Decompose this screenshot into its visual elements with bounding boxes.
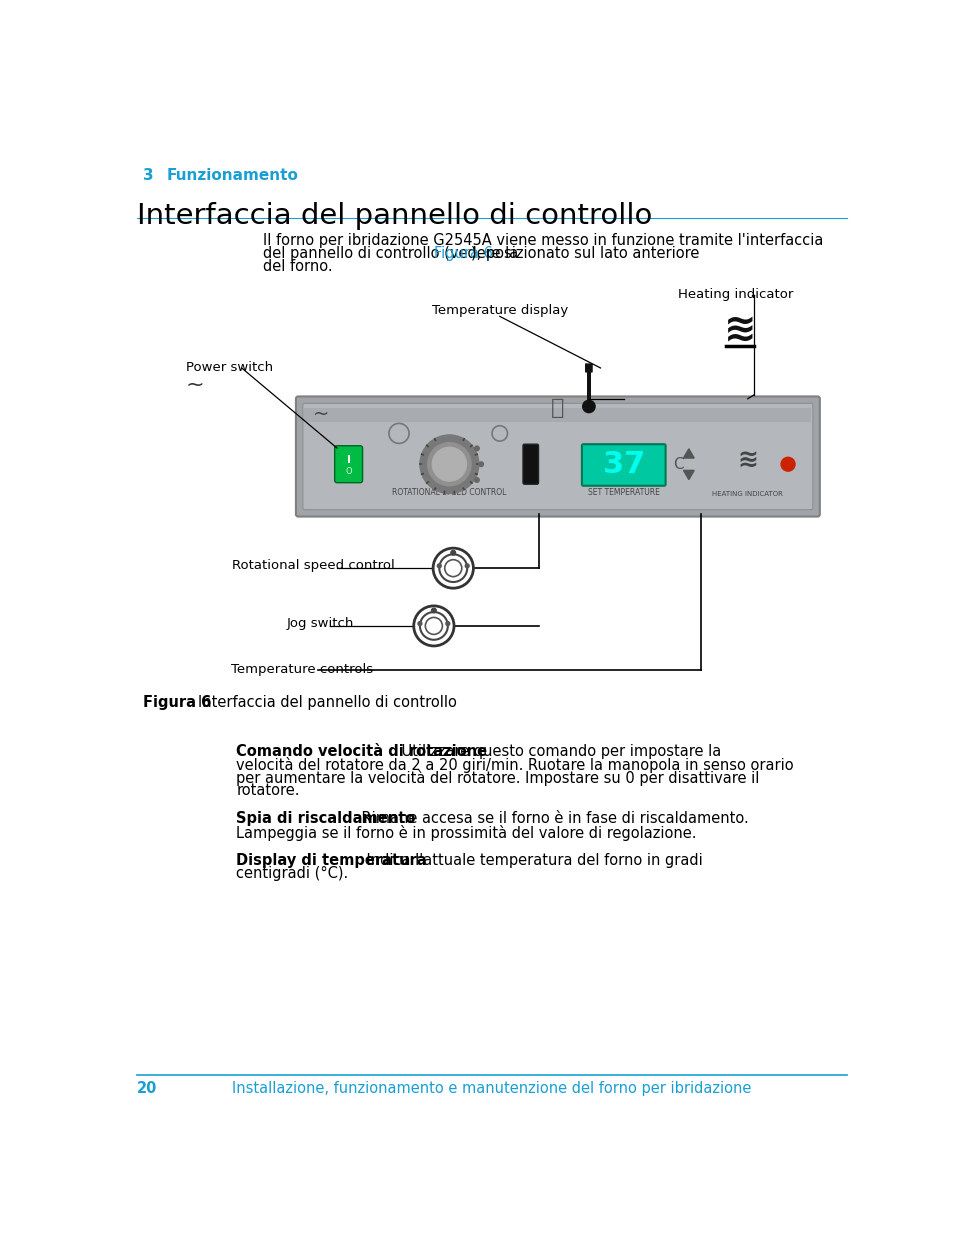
Text: del pannello di controllo (vedere la: del pannello di controllo (vedere la: [263, 246, 523, 261]
Text: Installazione, funzionamento e manutenzione del forno per ibridazione: Installazione, funzionamento e manutenzi…: [232, 1081, 752, 1096]
Bar: [587, 368, 591, 407]
Circle shape: [474, 478, 479, 483]
Text: Rimane accesa se il forno è in fase di riscaldamento.: Rimane accesa se il forno è in fase di r…: [343, 811, 749, 826]
Text: rotatore.: rotatore.: [236, 782, 300, 797]
FancyBboxPatch shape: [523, 444, 539, 484]
Text: Spia di riscaldamento: Spia di riscaldamento: [236, 811, 416, 826]
Circle shape: [438, 564, 442, 567]
Text: Utilizzare questo comando per impostare la: Utilizzare questo comando per impostare …: [383, 744, 722, 759]
Circle shape: [420, 435, 479, 494]
Text: velocità del rotatore da 2 a 20 giri/min. Ruotare la manopola in senso orario: velocità del rotatore da 2 a 20 giri/min…: [236, 756, 794, 773]
Text: 20: 20: [137, 1081, 157, 1096]
Text: O: O: [346, 468, 352, 476]
FancyBboxPatch shape: [582, 444, 665, 485]
Text: Ꞵ: Ꞵ: [551, 398, 564, 418]
FancyBboxPatch shape: [303, 403, 813, 510]
Text: Funzionamento: Funzionamento: [166, 168, 299, 183]
Text: ), posizionato sul lato anteriore: ), posizionato sul lato anteriore: [471, 246, 699, 261]
Circle shape: [432, 608, 436, 613]
Text: Il forno per ibridazione G2545A viene messo in funzione tramite l'interfaccia: Il forno per ibridazione G2545A viene me…: [263, 233, 824, 249]
Text: Display di temperatura: Display di temperatura: [236, 853, 427, 868]
Circle shape: [583, 401, 595, 413]
Text: Lampeggia se il forno è in prossimità del valore di regolazione.: Lampeggia se il forno è in prossimità de…: [236, 825, 697, 841]
Circle shape: [445, 622, 450, 626]
Text: Interfaccia del pannello di controllo: Interfaccia del pannello di controllo: [198, 695, 456, 710]
Circle shape: [451, 550, 456, 555]
Text: 37: 37: [603, 450, 645, 479]
Circle shape: [466, 564, 469, 567]
FancyBboxPatch shape: [296, 397, 820, 516]
Text: Figura 6: Figura 6: [434, 246, 492, 261]
Text: ≋: ≋: [724, 311, 756, 348]
Text: Power switch: Power switch: [186, 362, 273, 374]
Text: ~: ~: [186, 374, 204, 394]
Text: Heating indicator: Heating indicator: [678, 289, 793, 301]
Text: ROTATIONAL SPEED CONTROL: ROTATIONAL SPEED CONTROL: [393, 489, 507, 498]
Text: I: I: [347, 454, 350, 464]
Circle shape: [427, 443, 471, 485]
Text: Temperature display: Temperature display: [432, 304, 568, 317]
FancyBboxPatch shape: [335, 445, 363, 483]
Text: Figura 6: Figura 6: [143, 695, 211, 710]
Text: ~: ~: [313, 404, 329, 424]
Text: HEATING INDICATOR: HEATING INDICATOR: [712, 491, 783, 498]
Circle shape: [781, 458, 795, 471]
Text: per aumentare la velocità del rotatore. Impostare su 0 per disattivare il: per aumentare la velocità del rotatore. …: [236, 770, 759, 786]
Text: Rotational speed control: Rotational speed control: [232, 560, 396, 572]
Circle shape: [474, 447, 479, 450]
Text: Comando velocità di rotazione: Comando velocità di rotazione: [236, 744, 488, 759]
Text: Interfaccia del pannello di controllo: Interfaccia del pannello di controllo: [137, 203, 653, 230]
Bar: [304, 408, 811, 422]
Text: centigradi (°C).: centigradi (°C).: [236, 866, 348, 881]
Text: Indica l'attuale temperatura del forno in gradi: Indica l'attuale temperatura del forno i…: [348, 853, 703, 868]
Text: 3: 3: [143, 168, 154, 183]
Text: del forno.: del forno.: [263, 260, 333, 275]
Text: SET TEMPERATURE: SET TEMPERATURE: [588, 489, 660, 498]
Circle shape: [479, 462, 484, 466]
Circle shape: [432, 448, 467, 481]
Text: C: C: [673, 457, 684, 471]
FancyBboxPatch shape: [585, 363, 592, 373]
Text: Temperature controls: Temperature controls: [230, 663, 372, 677]
Text: Jog switch: Jog switch: [287, 617, 354, 631]
Text: ≋: ≋: [737, 448, 758, 473]
Circle shape: [418, 622, 421, 626]
